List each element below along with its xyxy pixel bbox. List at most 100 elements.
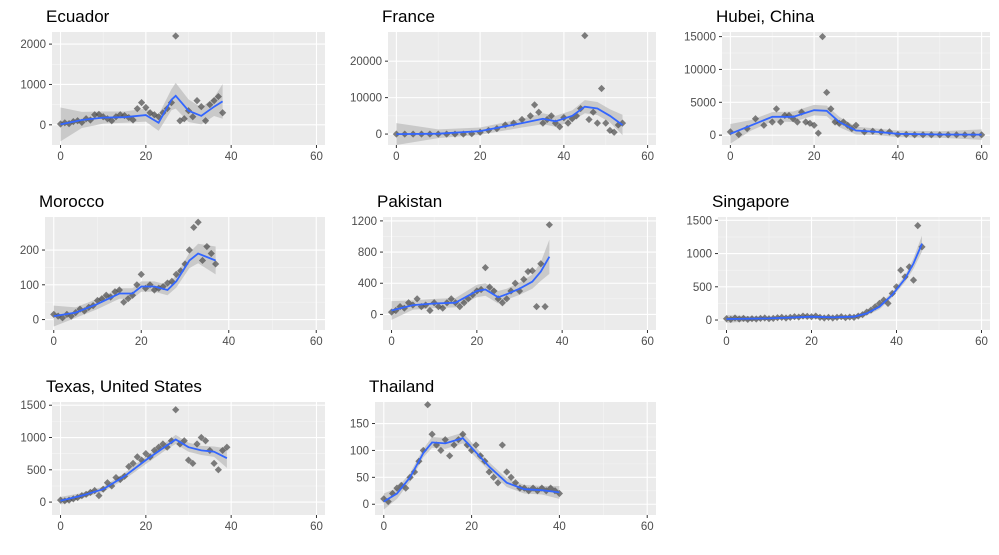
data-point [456, 303, 464, 311]
data-point [618, 119, 627, 127]
data-point [897, 266, 905, 274]
x-tick-label: 40 [891, 151, 904, 163]
panel-2: France 0 20 40 60 0 10000 20000 [350, 7, 656, 163]
y-tick-label: 0 [33, 315, 39, 327]
data-point [820, 314, 828, 322]
data-point [577, 104, 585, 113]
data-point [201, 437, 210, 445]
data-point [167, 99, 176, 107]
data-point [185, 246, 193, 254]
data-point [827, 105, 835, 113]
data-point [193, 97, 201, 105]
y-tick-label: 2000 [20, 39, 46, 51]
data-point [201, 117, 210, 125]
data-point [159, 282, 167, 291]
y-tick-label: 100 [350, 445, 369, 457]
data-point [172, 32, 180, 40]
data-point [498, 299, 507, 307]
data-point [207, 249, 215, 258]
data-point [485, 468, 493, 476]
data-point [76, 305, 84, 313]
panel-title: Pakistan [377, 192, 442, 211]
data-point [159, 440, 167, 448]
x-tick-label: 20 [139, 151, 152, 163]
y-tick-label: 500 [693, 282, 712, 294]
x-tick-label: 20 [139, 521, 152, 533]
x-tick-label: 20 [808, 151, 821, 163]
data-point [520, 484, 528, 492]
data-point [203, 242, 211, 251]
x-tick-label: 40 [556, 336, 569, 348]
data-point [180, 115, 188, 123]
data-point [424, 401, 432, 409]
x-tick-label: 20 [465, 521, 478, 533]
data-point [538, 484, 546, 492]
data-point [589, 108, 597, 116]
panel-1: Ecuador 0 20 40 60 0 1000 2000 [20, 7, 325, 163]
data-point [568, 115, 576, 123]
data-point [498, 441, 506, 449]
data-point [494, 479, 502, 487]
y-tick-label: 0 [40, 120, 46, 132]
data-point [472, 441, 480, 449]
data-point [909, 276, 918, 284]
data-point [535, 108, 543, 116]
data-point [593, 119, 601, 127]
data-point [481, 264, 489, 272]
y-tick-label: 800 [358, 247, 377, 259]
data-point [441, 436, 449, 444]
y-tick-label: 20000 [350, 56, 382, 68]
y-tick-label: 0 [40, 497, 46, 509]
data-point [219, 446, 227, 455]
data-point [91, 111, 99, 119]
x-tick-label: 0 [57, 521, 63, 533]
y-tick-label: 0 [371, 309, 377, 321]
panel-6: Singapore 0 20 40 60 0 500 1000 1500 [686, 192, 990, 348]
smooth-line [383, 437, 560, 503]
data-point [133, 453, 141, 461]
data-point [172, 406, 180, 414]
data-point [597, 84, 606, 93]
panel-3: Hubei, China 0 20 40 60 0 5000 10000 15000 [684, 7, 990, 163]
data-point [793, 118, 801, 126]
data-point [526, 112, 534, 120]
data-point [735, 130, 743, 139]
data-point [133, 281, 141, 289]
data-point [818, 32, 827, 41]
data-point [129, 116, 137, 124]
y-tick-label: 500 [27, 465, 46, 477]
data-point [863, 308, 871, 316]
data-point [137, 99, 146, 107]
panel-4: Morocco 0 20 40 60 0 100 200 [20, 192, 325, 348]
data-point [214, 92, 222, 101]
data-point [210, 97, 218, 105]
x-tick-label: 40 [890, 336, 903, 348]
data-point [108, 482, 116, 490]
data-point [116, 111, 124, 119]
data-point [167, 437, 176, 445]
data-point [172, 270, 180, 278]
data-point [539, 119, 547, 127]
x-tick-label: 20 [805, 336, 818, 348]
x-tick-label: 20 [474, 151, 487, 163]
x-tick-label: 0 [723, 336, 729, 348]
data-point [65, 120, 73, 128]
data-point [789, 115, 797, 123]
data-point [155, 113, 163, 121]
y-tick-label: 400 [358, 278, 377, 290]
data-point [447, 295, 455, 303]
data-point [146, 281, 154, 289]
data-point [760, 121, 768, 129]
y-tick-label: 1000 [20, 433, 46, 445]
data-point [541, 303, 549, 311]
data-point [112, 473, 120, 482]
x-tick-label: 60 [310, 521, 323, 533]
data-point [142, 450, 150, 458]
data-point [556, 123, 564, 131]
data-point [194, 218, 202, 226]
x-tick-label: 40 [225, 151, 238, 163]
x-tick-label: 40 [222, 336, 235, 348]
x-tick-label: 0 [381, 521, 387, 533]
data-point [486, 283, 494, 291]
